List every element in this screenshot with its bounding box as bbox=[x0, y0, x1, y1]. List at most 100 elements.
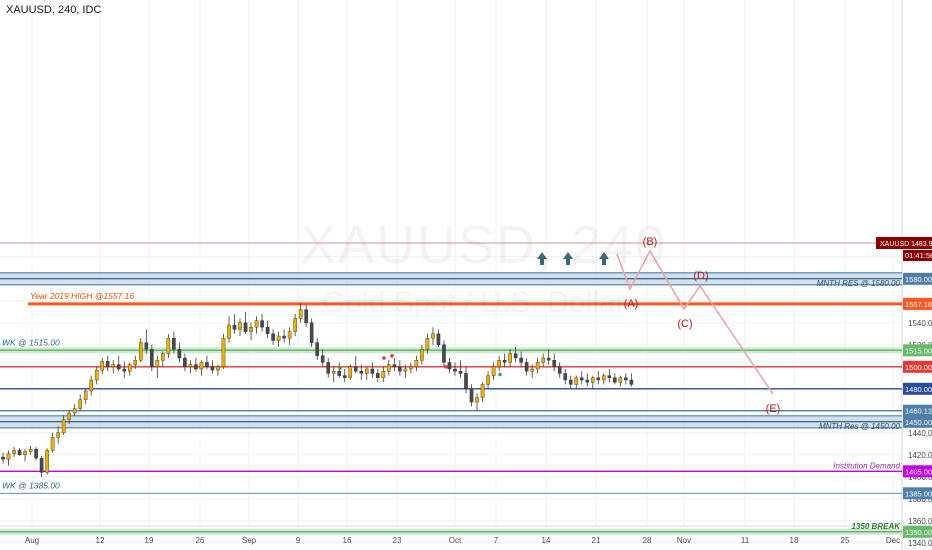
level-annotation: Institution Demand bbox=[833, 461, 900, 470]
candle-body bbox=[172, 338, 176, 350]
time-tick-label: 19 bbox=[145, 536, 154, 545]
candle-body bbox=[629, 379, 634, 385]
candle-body bbox=[39, 457, 44, 473]
time-tick-label: 7 bbox=[494, 536, 499, 545]
support-arrow bbox=[599, 252, 609, 265]
candle-body bbox=[265, 327, 270, 335]
level-price-tag bbox=[903, 272, 932, 285]
candle-body bbox=[138, 342, 143, 361]
candle-body bbox=[458, 371, 463, 374]
wave-label: (B) bbox=[643, 236, 658, 248]
candle-body bbox=[17, 450, 22, 455]
candle-body bbox=[249, 327, 253, 332]
candle-body bbox=[254, 320, 259, 328]
candle-body bbox=[519, 357, 523, 363]
candle-body bbox=[150, 349, 154, 368]
candle-body bbox=[23, 451, 27, 455]
level-annotation: Year 2019 HIGH @1557.16 bbox=[30, 291, 134, 301]
candle-body bbox=[183, 357, 187, 368]
signal-dot bbox=[498, 372, 502, 377]
time-tick-label: 11 bbox=[741, 536, 750, 545]
candle-body bbox=[337, 371, 342, 376]
level-annotation: MNTH RES @ 1580.00 bbox=[817, 279, 901, 288]
candle-body bbox=[436, 333, 441, 345]
candle-body bbox=[585, 379, 590, 383]
candle-body bbox=[348, 366, 353, 378]
candle-body bbox=[210, 366, 215, 371]
signal-dot bbox=[390, 354, 394, 358]
time-tick-label: Aug bbox=[25, 536, 39, 545]
candle-body bbox=[464, 373, 468, 389]
candles bbox=[1, 303, 634, 477]
price-tick-label: 1420.00 bbox=[908, 451, 932, 460]
candle-body bbox=[486, 375, 490, 385]
candle-body bbox=[161, 353, 165, 361]
candle-body bbox=[56, 432, 60, 438]
time-tick-label: 12 bbox=[96, 536, 105, 545]
projection-path: (A) (B) (C) (D) (E) bbox=[616, 236, 780, 415]
price-tick-label: 1440.00 bbox=[908, 429, 932, 438]
time-tick-label: Sep bbox=[242, 536, 257, 545]
candle-body bbox=[298, 309, 303, 319]
candle-body bbox=[546, 357, 551, 361]
signal-dot bbox=[444, 365, 448, 369]
candle-body bbox=[111, 364, 116, 368]
level-annotation: 1350 BREAK bbox=[852, 522, 902, 531]
candle-body bbox=[50, 437, 55, 451]
candle-body bbox=[376, 373, 380, 378]
candle-body bbox=[618, 377, 623, 383]
candle-body bbox=[326, 362, 331, 374]
level-price-label: 1460.12 bbox=[905, 407, 932, 416]
candle-body bbox=[602, 375, 606, 381]
countdown-tag bbox=[903, 250, 932, 261]
candle-body bbox=[144, 342, 149, 350]
candle-body bbox=[78, 399, 82, 409]
candle-body bbox=[127, 364, 132, 372]
level-price-tag bbox=[903, 525, 932, 538]
time-tick-label: 25 bbox=[841, 536, 850, 545]
candle-body bbox=[398, 366, 402, 372]
candle-body bbox=[425, 338, 430, 350]
candle-body bbox=[83, 390, 88, 401]
candle-body bbox=[403, 368, 408, 372]
candle-body bbox=[94, 369, 99, 381]
candle-body bbox=[105, 361, 110, 367]
candle-body bbox=[61, 419, 66, 434]
candle-body bbox=[607, 375, 612, 379]
wave-label: (D) bbox=[693, 270, 708, 282]
candle-body bbox=[513, 353, 518, 359]
level-annotation: WK @ 1385.00 bbox=[2, 480, 60, 490]
candle-body bbox=[72, 408, 77, 414]
level-price-tag bbox=[903, 360, 932, 373]
candle-body bbox=[1, 456, 5, 460]
candle-body bbox=[508, 353, 512, 363]
level-price-tag bbox=[903, 344, 932, 357]
time-tick-label: 28 bbox=[643, 536, 652, 545]
level-price-label: 1385.00 bbox=[905, 489, 932, 498]
level-price-tag bbox=[903, 404, 932, 417]
candle-body bbox=[276, 335, 281, 341]
candle-body bbox=[271, 333, 275, 341]
candle-body bbox=[381, 371, 386, 379]
candle-body bbox=[6, 453, 11, 460]
symbol-title: XAUUSD, 240, IDC bbox=[6, 4, 102, 16]
support-arrow bbox=[563, 252, 573, 265]
candle-body bbox=[613, 377, 617, 383]
price-tick-label: 1360.00 bbox=[908, 517, 932, 526]
candle-body bbox=[315, 342, 319, 357]
candle-body bbox=[188, 364, 193, 368]
price-tick-label: 1540.00 bbox=[908, 319, 932, 328]
candle-body bbox=[116, 364, 121, 370]
candle-body bbox=[309, 322, 314, 343]
candle-body bbox=[359, 371, 364, 374]
time-tick-label: 14 bbox=[542, 536, 551, 545]
level-price-label: 1515.00 bbox=[905, 346, 932, 355]
candle-body bbox=[122, 368, 127, 372]
level-price-label: 1480.00 bbox=[905, 385, 932, 394]
candle-body bbox=[194, 364, 198, 370]
candle-body bbox=[227, 324, 231, 339]
countdown-label: 01:41:56 bbox=[905, 251, 932, 260]
candle-body bbox=[557, 366, 562, 374]
